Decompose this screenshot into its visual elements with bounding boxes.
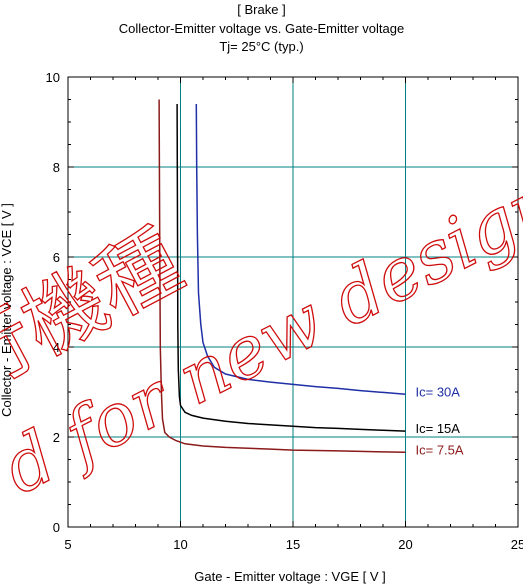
- series-line-2: [158, 99, 406, 454]
- series-layer: [158, 99, 406, 454]
- series-label-0: Ic= 30A: [416, 384, 461, 399]
- x-tick-label: 15: [286, 537, 300, 552]
- ticks-layer: 5 10 15 20 25 0 2 4 6 8 10: [46, 70, 523, 552]
- annotation-layer: Ic= 30A Ic= 15A Ic= 7.5A: [416, 384, 464, 457]
- y-tick-label: 2: [53, 430, 60, 445]
- grid-layer: [68, 77, 518, 527]
- y-tick-label: 10: [46, 70, 60, 85]
- series-label-1: Ic= 15A: [416, 421, 461, 436]
- series-line-1: [176, 103, 406, 432]
- chart-condition: Tj= 25°C (typ.): [219, 39, 304, 54]
- y-tick-label: 6: [53, 250, 60, 265]
- series-label-2: Ic= 7.5A: [416, 442, 464, 457]
- y-tick-label: 8: [53, 160, 60, 175]
- series-line-0: [195, 103, 406, 396]
- chart-title: [ Brake ]: [237, 2, 286, 17]
- x-tick-label: 10: [173, 537, 187, 552]
- chart-subtitle: Collector-Emitter voltage vs. Gate-Emitt…: [118, 21, 405, 36]
- x-axis-label: Gate - Emitter voltage : VGE [ V ]: [194, 569, 385, 584]
- labels-layer: Gate - Emitter voltage : VGE [ V ] Colle…: [0, 203, 386, 584]
- x-tick-label: 5: [64, 537, 71, 552]
- y-axis-label: Collector - Emitter voltage : VCE [ V ]: [0, 203, 14, 417]
- x-tick-label: 20: [398, 537, 412, 552]
- y-tick-label: 4: [53, 340, 60, 355]
- y-tick-label: 0: [53, 520, 60, 535]
- x-tick-label: 25: [511, 537, 523, 552]
